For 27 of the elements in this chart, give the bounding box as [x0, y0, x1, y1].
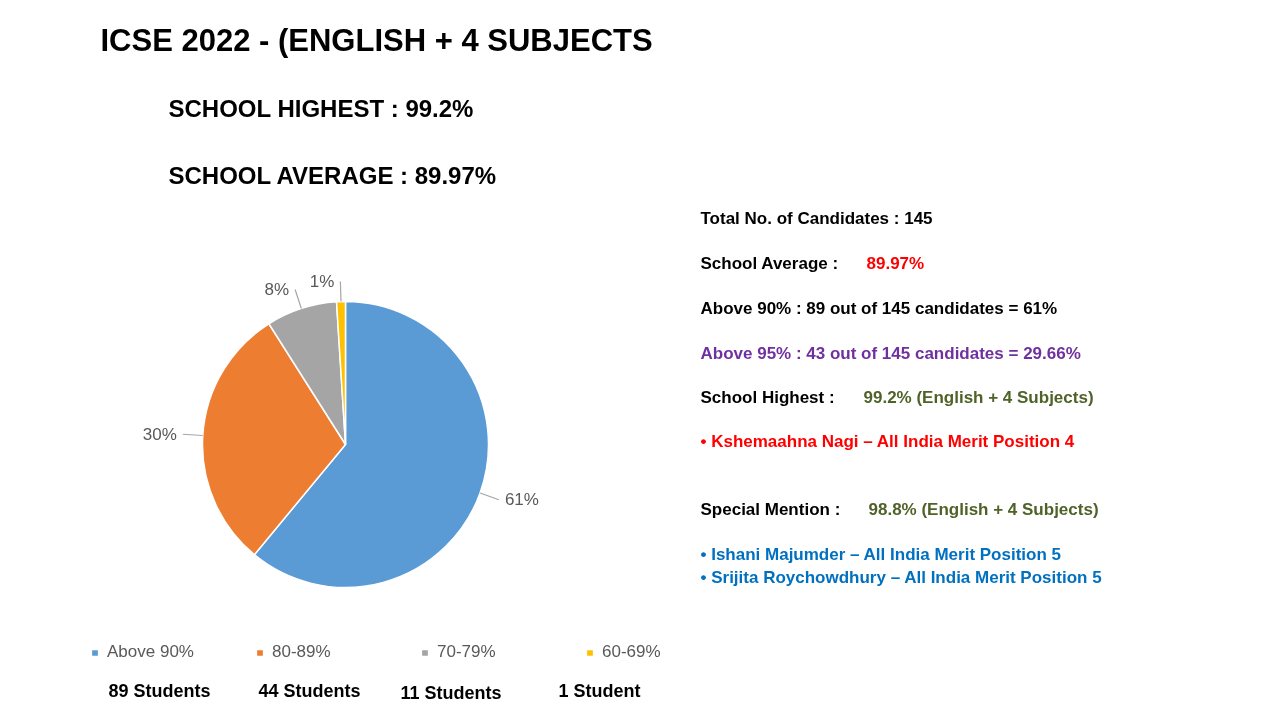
text: • Kshemaahna Nagi – All India Merit Position 4 — [700, 432, 1075, 451]
data-label: 8% — [264, 279, 290, 299]
text: SCHOOL AVERAGE : 89.97% — [168, 162, 497, 189]
legend-label: Above 90% — [107, 642, 194, 662]
text: Above 90% : 89 out of 145 candidates = 61% — [700, 299, 1058, 318]
text: Special Mention : — [700, 500, 841, 519]
text: 89 Students — [108, 680, 211, 701]
data-label: 61% — [504, 490, 539, 510]
text: 44 Students — [258, 680, 361, 701]
text: 98.8% (English + 4 Subjects) — [868, 500, 1099, 519]
legend-label: 60-69% — [602, 642, 661, 662]
data-label: 30% — [142, 424, 177, 444]
legend-label: 80-89% — [272, 642, 331, 662]
text: 99.2% (English + 4 Subjects) — [863, 388, 1094, 407]
text: 89.97% — [866, 254, 925, 273]
text: • Ishani Majumder – All India Merit Position 5 — [700, 545, 1061, 564]
text: School Average : — [700, 254, 839, 273]
text: School Highest : — [700, 388, 835, 407]
data-label: 1% — [309, 272, 335, 292]
legend-label: 70-79% — [437, 642, 496, 662]
text: SCHOOL HIGHEST : 99.2% — [168, 95, 474, 122]
text: • Srijita Roychowdhury – All India Merit Position 5 — [700, 568, 1102, 587]
chart-title: ICSE 2022 - (ENGLISH + 4 SUBJECTS — [100, 23, 653, 58]
text: Total No. of Candidates : 145 — [700, 209, 933, 228]
text: 1 Student — [558, 680, 641, 701]
text: Above 95% : 43 out of 145 candidates = 29.66% — [700, 344, 1081, 363]
text: 11 Students — [400, 682, 502, 703]
